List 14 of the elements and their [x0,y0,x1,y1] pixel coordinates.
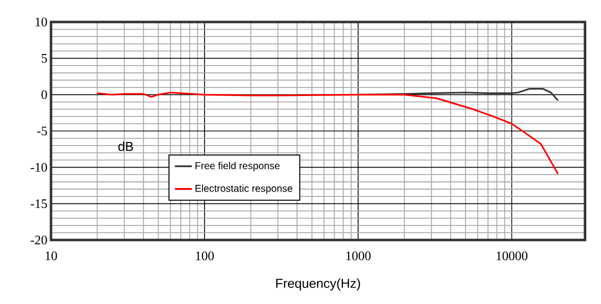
y-tick-label: -10 [30,162,47,172]
y-tick-label: -15 [30,199,47,208]
x-axis-title: Frequency(Hz) [276,278,360,290]
y-axis-title: dB [118,142,133,152]
y-tick-label: 10 [36,18,47,26]
y-tick-label: 5 [42,54,47,63]
x-tick-label: 1000 [346,251,371,260]
legend-label: Electrostatic response [196,184,292,194]
x-tick-label: 10000 [496,251,528,260]
y-tick-label: -5 [37,126,47,136]
x-tick-label: 100 [196,251,214,260]
y-tick-label: -20 [30,236,47,244]
legend-label: Free field response [196,162,280,172]
y-tick-label: 0 [42,90,47,100]
